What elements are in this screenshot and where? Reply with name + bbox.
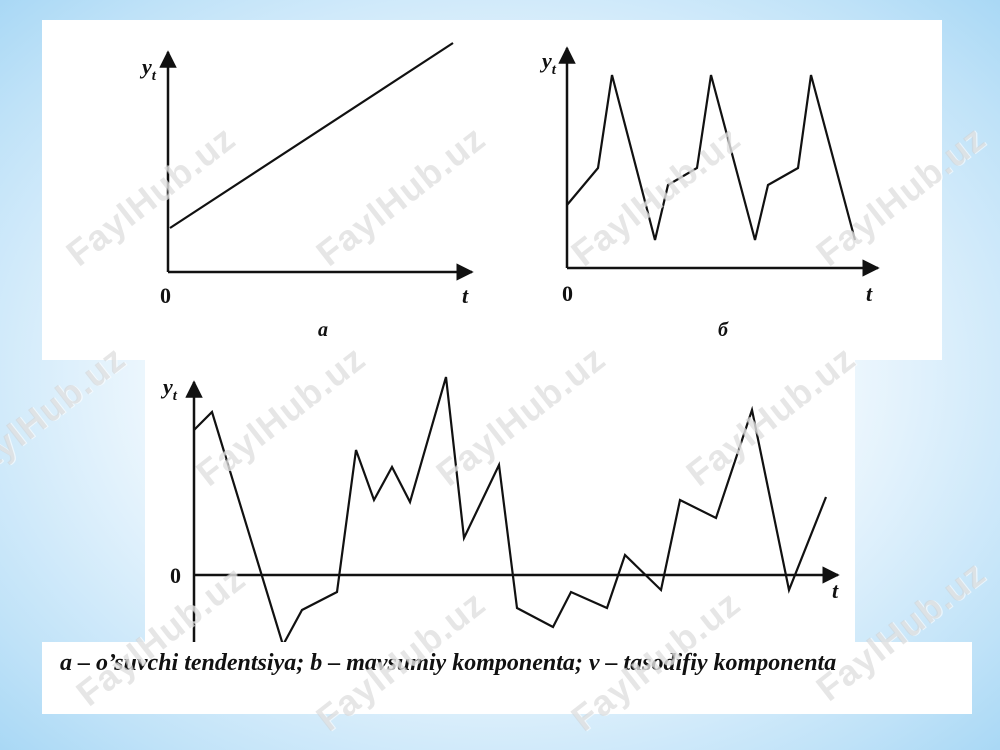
diagram-a-x-label: t: [462, 283, 469, 308]
diagram-b-seasonal: yt 0 t б: [539, 46, 880, 341]
caption-box: a – o’suvchi tendentsiya; b – mavsumiy k…: [42, 642, 972, 714]
diagram-v-random-line: [193, 376, 828, 648]
diagram-a-origin-label: 0: [160, 283, 171, 308]
diagram-b-panel-label: б: [718, 319, 729, 341]
diagram-a-trend-line: [169, 42, 454, 229]
diagram-a-panel-label: a: [318, 319, 328, 341]
diagram-b-origin-label: 0: [562, 281, 573, 306]
diagram-b-seasonal-line: [566, 74, 857, 241]
diagram-a-y-label: yt: [139, 54, 157, 84]
random-component-panel: [145, 355, 855, 645]
top-diagrams-panel: [42, 20, 942, 360]
diagram-v-x-label: t: [832, 578, 839, 603]
diagram-b-y-label: yt: [539, 48, 557, 78]
figure-caption: a – o’suvchi tendentsiya; b – mavsumiy k…: [60, 650, 837, 676]
diagram-v-random: yt 0 t: [160, 374, 840, 648]
diagram-b-x-label: t: [866, 281, 873, 306]
diagram-a-trend: yt 0 t a: [139, 42, 474, 341]
diagram-v-origin-label: 0: [170, 563, 181, 588]
diagram-v-y-label: yt: [160, 374, 178, 404]
